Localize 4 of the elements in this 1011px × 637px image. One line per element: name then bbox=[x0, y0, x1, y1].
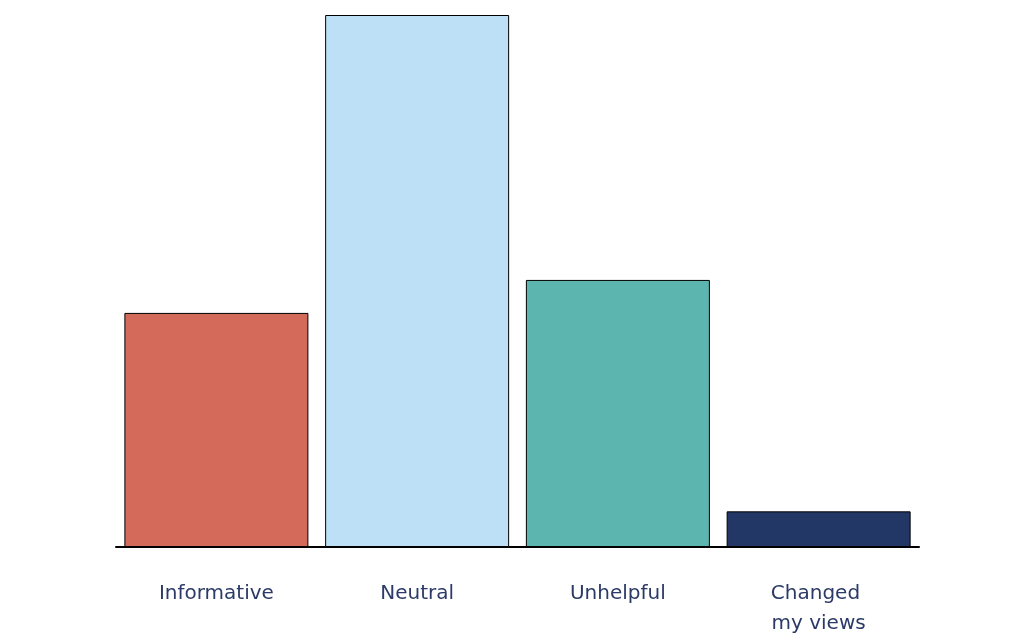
x-tick-label: Neutral bbox=[380, 580, 455, 604]
x-tick-label: Changed my views bbox=[770, 580, 867, 634]
x-tick-label: Informative bbox=[158, 580, 274, 604]
x-tick-label: Unhelpful bbox=[569, 580, 666, 604]
